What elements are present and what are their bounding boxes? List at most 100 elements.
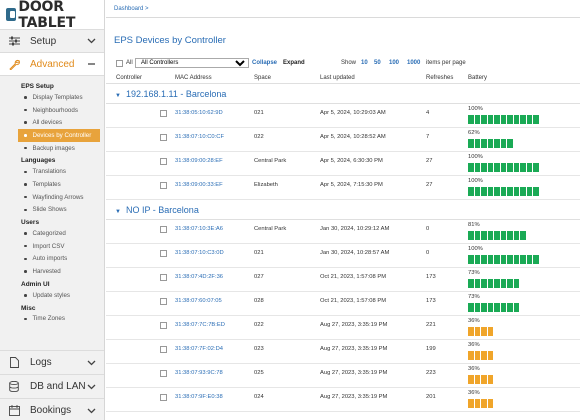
col-mac-address[interactable]: MAC Address — [175, 75, 212, 81]
col-controller[interactable]: Controller — [116, 75, 143, 81]
sidebar-item-translations[interactable]: Translations — [21, 165, 104, 178]
battery-indicator: 100% — [468, 106, 539, 124]
tablet-logo-icon — [6, 8, 17, 21]
bullet-icon — [24, 195, 27, 199]
battery-segment — [494, 279, 500, 288]
page-size-100[interactable]: 100 — [389, 60, 400, 66]
col-last-updated[interactable]: Last updated — [320, 75, 355, 81]
battery-indicator: 62% — [468, 130, 513, 148]
last-updated-cell: Apr 5, 2024, 10:28:52 AM — [320, 134, 386, 140]
row-checkbox[interactable] — [160, 226, 167, 233]
battery-segment — [513, 255, 519, 264]
bullet-icon — [24, 183, 27, 186]
sidebar-item-import-csv[interactable]: Import CSV — [21, 240, 104, 253]
row-checkbox[interactable] — [160, 158, 167, 165]
bullet-icon — [24, 317, 27, 321]
battery-segment — [500, 231, 506, 240]
mac-address-link[interactable]: 31:38:07:10:C0:CF — [175, 134, 224, 140]
sidebar-item-time-zones[interactable]: Time Zones — [21, 313, 104, 326]
show-label: Show — [341, 60, 357, 66]
mac-address-link[interactable]: 31:38:07:93:9C:78 — [175, 370, 223, 376]
battery-segment — [500, 163, 506, 172]
battery-bar — [468, 231, 526, 240]
row-checkbox[interactable] — [160, 394, 167, 401]
controller-select[interactable]: All Controllers — [135, 58, 249, 68]
select-all-checkbox[interactable] — [116, 60, 123, 67]
expand-link[interactable]: Expand — [283, 60, 305, 66]
nav-db-and-lan[interactable]: DB and LAN — [0, 374, 104, 398]
battery-segment — [526, 115, 532, 124]
sidebar-item-harvested[interactable]: Harvested — [21, 265, 104, 278]
section-admin-ui: Admin UI — [21, 280, 50, 288]
mac-address-link[interactable]: 31:38:07:9F:E0:38 — [175, 394, 223, 400]
last-updated-cell: Aug 27, 2023, 3:35:19 PM — [320, 394, 388, 400]
row-checkbox[interactable] — [160, 110, 167, 117]
controller-group-header[interactable]: ▼ 192.168.1.11 - Barcelona — [106, 84, 580, 104]
sidebar-item-all-devices[interactable]: All devices — [21, 116, 104, 129]
logo[interactable]: DOOR TABLET — [0, 0, 104, 31]
nav-bookings[interactable]: Bookings — [0, 398, 104, 420]
sidebar-item-devices-by-controller[interactable]: Devices by Controller — [18, 129, 100, 142]
bullet-icon — [24, 146, 27, 150]
battery-segment — [494, 163, 500, 172]
battery-segment — [494, 255, 500, 264]
battery-segment — [468, 187, 474, 196]
battery-segment — [474, 163, 480, 172]
refreshes-cell: 0 — [426, 250, 430, 256]
refreshes-cell: 7 — [426, 134, 430, 140]
row-checkbox[interactable] — [160, 322, 167, 329]
mac-address-link[interactable]: 31:38:07:10:3E:A6 — [175, 226, 224, 232]
row-checkbox[interactable] — [160, 370, 167, 377]
table-row: 31:38:07:7C:7B:ED 022 Aug 27, 2023, 3:35:1… — [106, 316, 580, 340]
battery-percent: 100% — [468, 106, 483, 112]
row-checkbox[interactable] — [160, 298, 167, 305]
nav-logs[interactable]: Logs — [0, 350, 104, 374]
sidebar-item-backup-images[interactable]: Backup images — [21, 142, 104, 155]
col-refreshes[interactable]: Refreshes — [426, 75, 454, 81]
mac-address-link[interactable]: 31:38:09:00:28:EF — [175, 158, 223, 164]
mac-address-link[interactable]: 31:38:07:10:C3:0D — [175, 250, 224, 256]
mac-address-link[interactable]: 31:38:07:4D:2F:36 — [175, 274, 224, 280]
last-updated-cell: Apr 5, 2024, 6:30:30 PM — [320, 158, 383, 164]
sidebar-item-wayfinding-arrows[interactable]: Wayfinding Arrows — [21, 191, 104, 204]
sidebar-item-auto-imports[interactable]: Auto imports — [21, 253, 104, 266]
mac-address-link[interactable]: 31:38:05:10:62:9D — [175, 110, 223, 116]
page-size-50[interactable]: 50 — [374, 60, 381, 66]
col-battery[interactable]: Battery — [468, 75, 488, 81]
row-checkbox[interactable] — [160, 250, 167, 257]
col-space[interactable]: Space — [254, 75, 272, 81]
toolbar: All All Controllers Collapse Expand Show… — [106, 58, 580, 72]
row-checkbox[interactable] — [160, 134, 167, 141]
battery-segment — [481, 163, 487, 172]
mac-address-link[interactable]: 31:38:07:7F:02:D4 — [175, 346, 224, 352]
sidebar-item-neighbourhoods[interactable]: Neighbourhoods — [21, 104, 104, 117]
sidebar-item-categorized[interactable]: Categorized — [21, 227, 104, 240]
refreshes-cell: 223 — [426, 370, 436, 376]
row-checkbox[interactable] — [160, 346, 167, 353]
sidebar-item-update-styles[interactable]: Update styles — [21, 289, 104, 302]
battery-indicator: 81% — [468, 222, 526, 240]
breadcrumb[interactable]: Dashboard > — [106, 0, 580, 18]
battery-segment — [481, 255, 487, 264]
mac-address-link[interactable]: 31:38:07:60:07:05 — [175, 298, 222, 304]
sidebar-item-display-templates[interactable]: Display Templates — [21, 91, 104, 104]
collapse-link[interactable]: Collapse — [252, 60, 278, 66]
sidebar-item-slide-shows[interactable]: Slide Shows — [21, 204, 104, 217]
row-checkbox[interactable] — [160, 182, 167, 189]
mac-address-link[interactable]: 31:38:07:7C:7B:ED — [175, 322, 225, 328]
nav-advanced[interactable]: Advanced — [0, 53, 104, 76]
battery-segment — [474, 139, 480, 148]
table-header: Controller MAC Address Space Last update… — [106, 74, 580, 84]
battery-segment — [526, 255, 532, 264]
battery-segment — [513, 231, 519, 240]
row-checkbox[interactable] — [160, 274, 167, 281]
page-size-10[interactable]: 10 — [361, 60, 368, 66]
page-size-1000[interactable]: 1000 — [407, 60, 421, 66]
mac-address-link[interactable]: 31:38:09:00:33:EF — [175, 182, 223, 188]
controller-group-header[interactable]: ▼ NO IP - Barcelona — [106, 200, 580, 220]
battery-segment — [494, 115, 500, 124]
table-row: 31:38:05:10:62:9D 021 Apr 5, 2024, 10:29:0… — [106, 104, 580, 128]
space-cell: Central Park — [254, 158, 287, 164]
sidebar-item-templates[interactable]: Templates — [21, 178, 104, 191]
nav-setup[interactable]: Setup — [0, 30, 104, 53]
